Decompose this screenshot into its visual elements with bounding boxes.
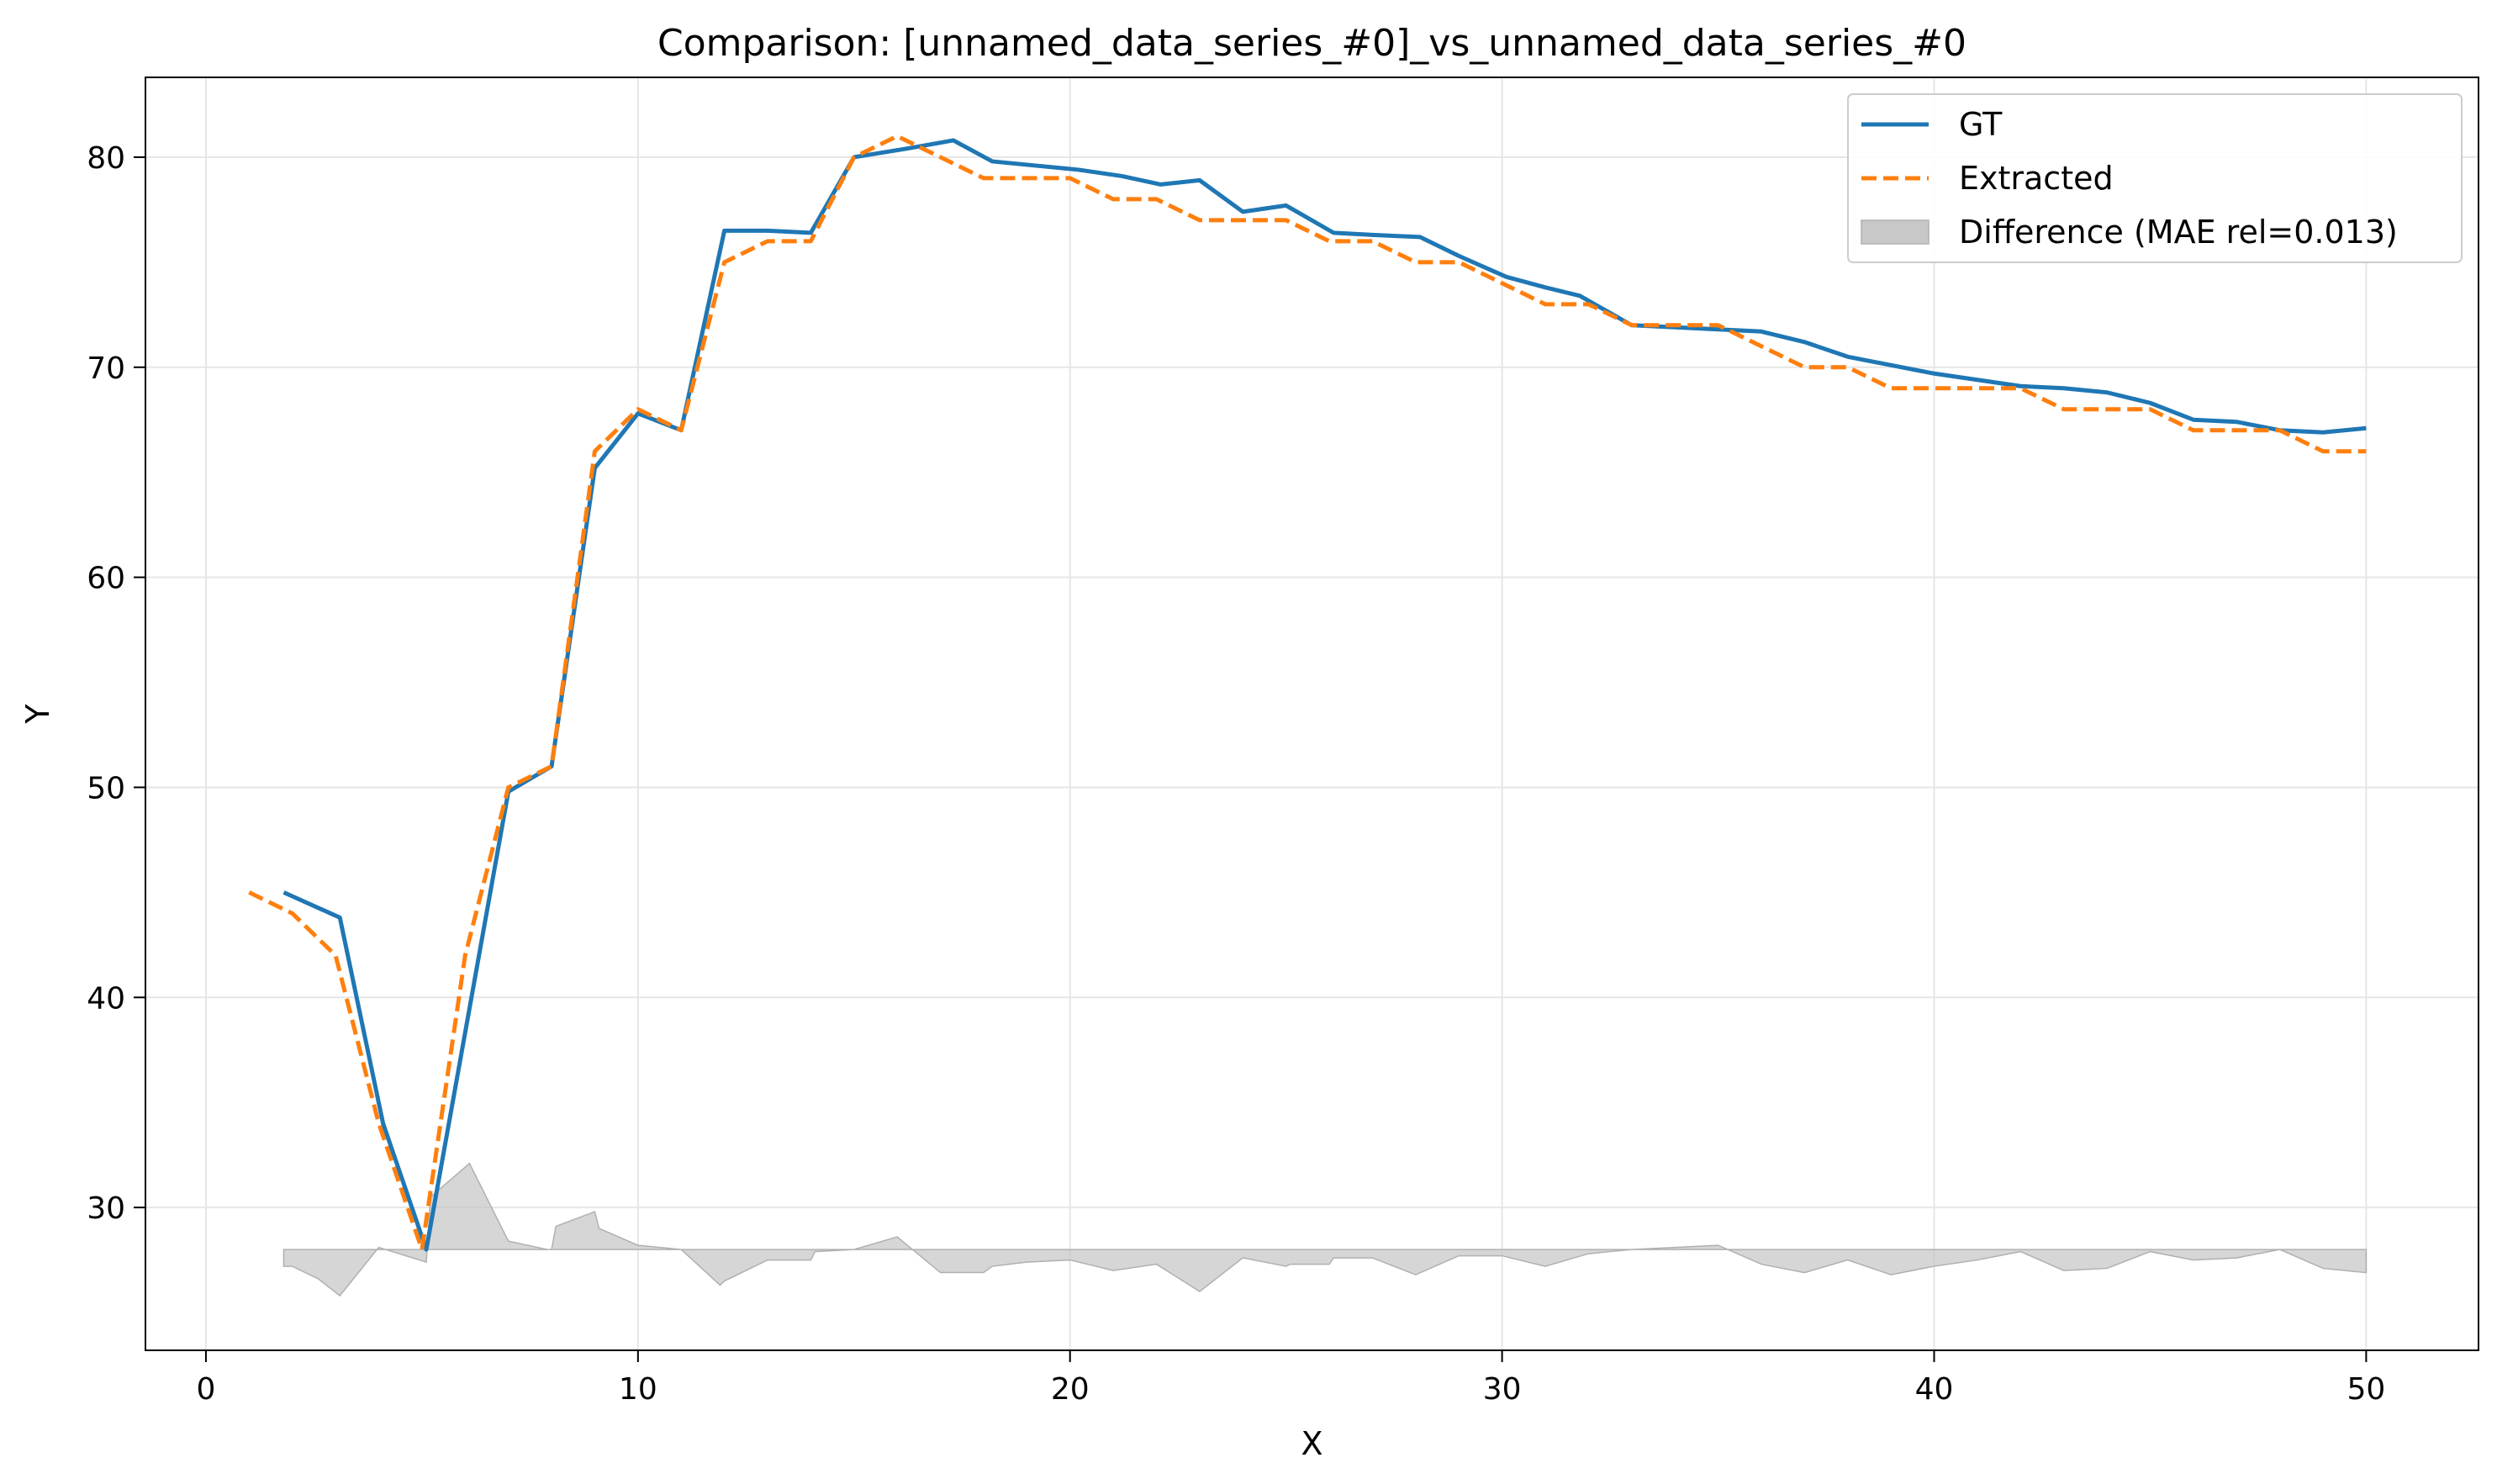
x-axis-label: X [1301, 1425, 1322, 1462]
difference-area [282, 1162, 2368, 1297]
x-tick-label: 20 [1051, 1372, 1090, 1407]
axis-ticks: 0 10 20 30 40 50 30 40 50 60 70 80 [87, 141, 2385, 1407]
legend-label-gt: GT [1959, 106, 2003, 143]
gridlines [145, 77, 2479, 1350]
series-layer [248, 134, 2367, 1252]
plot-frame [145, 77, 2479, 1351]
x-tick-label: 30 [1483, 1372, 1522, 1407]
legend-box [1847, 93, 2463, 263]
y-tick-label: 70 [87, 351, 125, 386]
y-tick-label: 40 [87, 981, 125, 1016]
series-line-extracted [248, 134, 2367, 1252]
legend-label-extracted: Extracted [1959, 160, 2114, 197]
legend-swatch-difference [1861, 219, 1930, 245]
y-tick-label: 30 [87, 1191, 125, 1226]
x-tick-label: 40 [1915, 1372, 1954, 1407]
y-tick-label: 50 [87, 771, 125, 805]
x-tick-label: 0 [196, 1372, 215, 1407]
x-tick-label: 10 [619, 1372, 657, 1407]
series-line-gt [282, 138, 2367, 1252]
chart-title: Comparison: [unnamed_data_series_#0]_vs_… [657, 22, 1966, 65]
y-axis-label: Y [19, 704, 56, 725]
y-tick-label: 60 [87, 562, 125, 596]
y-tick-label: 80 [87, 141, 125, 176]
legend: GT Extracted Difference (MAE rel=0.013) [1847, 93, 2463, 263]
difference-area-layer [282, 1162, 2368, 1297]
legend-label-difference: Difference (MAE rel=0.013) [1959, 214, 2398, 251]
x-tick-label: 50 [2347, 1372, 2385, 1407]
